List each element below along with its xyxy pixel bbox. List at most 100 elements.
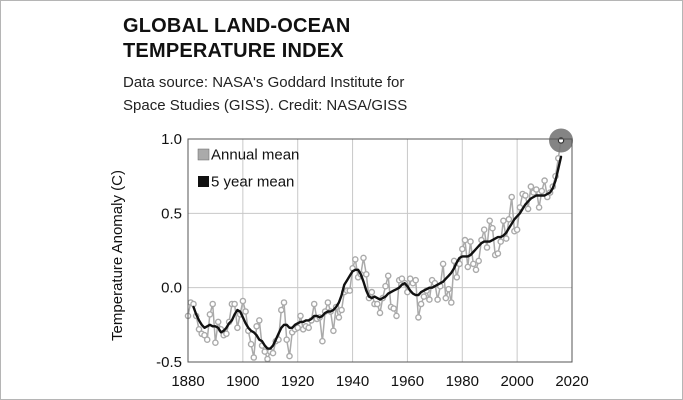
annual-mean-point xyxy=(445,285,452,293)
x-tick-label-1880: 1880 xyxy=(171,373,204,390)
annual-mean-point xyxy=(469,260,477,268)
annual-mean-point xyxy=(447,299,455,306)
annual-mean-point xyxy=(442,294,450,302)
annual-mean-point xyxy=(522,192,529,199)
annual-mean-point xyxy=(533,186,540,193)
y-tick-label: -0.5 xyxy=(156,354,182,371)
legend-label-five-year-mean: 5 year mean xyxy=(211,174,294,191)
annual-mean-point xyxy=(434,296,441,303)
annual-mean-point xyxy=(324,299,332,306)
annual-mean-point xyxy=(261,348,269,355)
annual-mean-point xyxy=(269,349,277,357)
annual-mean-point xyxy=(283,336,291,344)
annual-mean-point xyxy=(500,217,507,225)
chart-subtitle-line-1: Data source: NASA's Goddard Institute fo… xyxy=(123,74,405,91)
annual-mean-series xyxy=(184,137,565,363)
chart-title: GLOBAL LAND-OCEAN TEMPERATURE INDEX xyxy=(123,14,350,64)
annual-mean-point xyxy=(362,270,370,278)
annual-mean-point xyxy=(335,314,343,321)
annual-mean-point xyxy=(541,177,548,184)
x-tick-label-2000: 2000 xyxy=(500,373,533,390)
annual-mean-point xyxy=(502,235,510,242)
chart-title-line-1: GLOBAL LAND-OCEAN xyxy=(123,15,351,37)
annual-mean-point xyxy=(467,238,474,245)
annual-mean-point xyxy=(412,276,420,284)
plot-border xyxy=(187,138,573,363)
annual-mean-point xyxy=(417,300,425,308)
legend: Annual mean 5 year mean xyxy=(197,147,299,191)
annual-mean-point xyxy=(351,256,359,263)
annual-mean-point xyxy=(464,263,472,271)
annual-mean-point xyxy=(475,257,483,265)
annual-mean-point xyxy=(346,287,354,294)
annual-mean-point xyxy=(297,312,304,320)
y-axis-ticks: 1.0 0.5 0.0 -0.5 xyxy=(156,131,182,371)
y-tick-label: 1.0 xyxy=(161,131,182,148)
annual-mean-point xyxy=(319,337,326,345)
y-tick-label: 0.5 xyxy=(161,205,182,222)
x-tick-label-1940: 1940 xyxy=(336,373,369,390)
annual-mean-point xyxy=(505,215,513,223)
annual-mean-point xyxy=(223,330,230,338)
annual-mean-point xyxy=(195,325,203,333)
annual-mean-point xyxy=(461,236,469,244)
annual-mean-point xyxy=(382,282,389,290)
annual-mean-point xyxy=(212,339,219,347)
annual-mean-point xyxy=(524,205,532,213)
grid-lines xyxy=(187,138,573,363)
annual-mean-point xyxy=(239,297,247,305)
y-tick-label: 0.0 xyxy=(161,280,182,297)
annual-mean-point xyxy=(280,299,288,306)
x-axis-ticks: 1880 1900 1920 1940 1960 1980 2000 2020 xyxy=(171,373,588,390)
annual-mean-point xyxy=(458,245,466,253)
annual-mean-point xyxy=(535,204,543,211)
x-tick-label-1920: 1920 xyxy=(281,373,314,390)
annual-mean-point xyxy=(390,305,398,312)
annual-mean-point xyxy=(242,308,249,315)
annual-mean-point xyxy=(480,226,488,233)
annual-mean-point xyxy=(330,327,337,335)
annual-mean-point xyxy=(294,324,302,332)
annual-mean-point xyxy=(206,311,214,318)
annual-mean-point xyxy=(201,331,208,339)
annual-mean-point xyxy=(538,187,546,195)
annual-mean-point xyxy=(203,336,211,344)
annual-mean-point xyxy=(286,352,293,360)
annual-mean-point xyxy=(415,314,422,321)
chart-title-line-2: TEMPERATURE INDEX xyxy=(123,40,344,62)
x-tick-label-1900: 1900 xyxy=(226,373,259,390)
chart-subtitle-line-2: Space Studies (GISS). Credit: NASA/GISS xyxy=(123,97,408,114)
annual-mean-point xyxy=(527,183,535,190)
annual-mean-point xyxy=(453,273,461,281)
annual-mean-point xyxy=(384,272,392,280)
annual-mean-point xyxy=(508,193,516,201)
annual-mean-point xyxy=(253,322,260,330)
annual-mean-point xyxy=(368,288,376,296)
latest-value-highlight xyxy=(549,128,574,153)
legend-label-annual-mean: Annual mean xyxy=(211,147,299,164)
annual-mean-point xyxy=(513,226,521,233)
annual-mean-point xyxy=(264,355,271,363)
annual-mean-point xyxy=(439,260,447,268)
legend-swatch-five-year-mean xyxy=(198,176,209,187)
annual-mean-point xyxy=(483,244,491,251)
annual-mean-point xyxy=(214,318,222,326)
annual-mean-point xyxy=(497,238,505,245)
y-axis-label: Temperature Anomaly (C) xyxy=(109,170,126,341)
annual-mean-point xyxy=(494,250,502,257)
annual-mean-point xyxy=(310,300,318,308)
annual-mean-point xyxy=(393,312,400,320)
five-year-mean-series xyxy=(192,155,563,350)
annual-mean-point xyxy=(489,224,496,232)
annual-mean-point xyxy=(376,309,384,317)
annual-mean-point xyxy=(398,275,406,283)
annual-mean-point xyxy=(231,300,238,308)
x-tick-label-2020: 2020 xyxy=(555,373,588,390)
annual-mean-point xyxy=(472,266,480,274)
chart-subtitle: Data source: NASA's Goddard Institute fo… xyxy=(123,71,407,117)
annual-mean-point xyxy=(360,254,367,262)
annual-mean-point xyxy=(426,296,433,303)
x-tick-label-1980: 1980 xyxy=(446,373,479,390)
